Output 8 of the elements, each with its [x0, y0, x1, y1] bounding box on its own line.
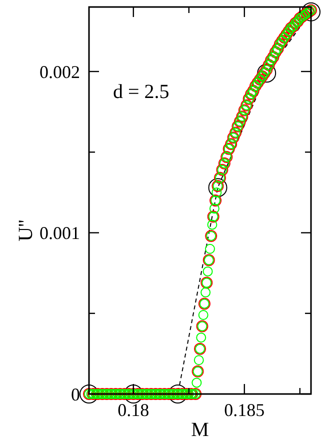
x-axis-title: M: [191, 419, 210, 440]
y-tick-label: 0.001: [40, 223, 80, 244]
y-tick-label: 0.002: [40, 62, 80, 82]
annotation: d = 2.5: [113, 81, 170, 103]
x-tick-label: 0.18: [118, 400, 150, 420]
y-tick-label: 0: [71, 384, 80, 404]
x-tick-label: 0.185: [224, 400, 265, 420]
y-axis-title: U'': [15, 220, 37, 242]
